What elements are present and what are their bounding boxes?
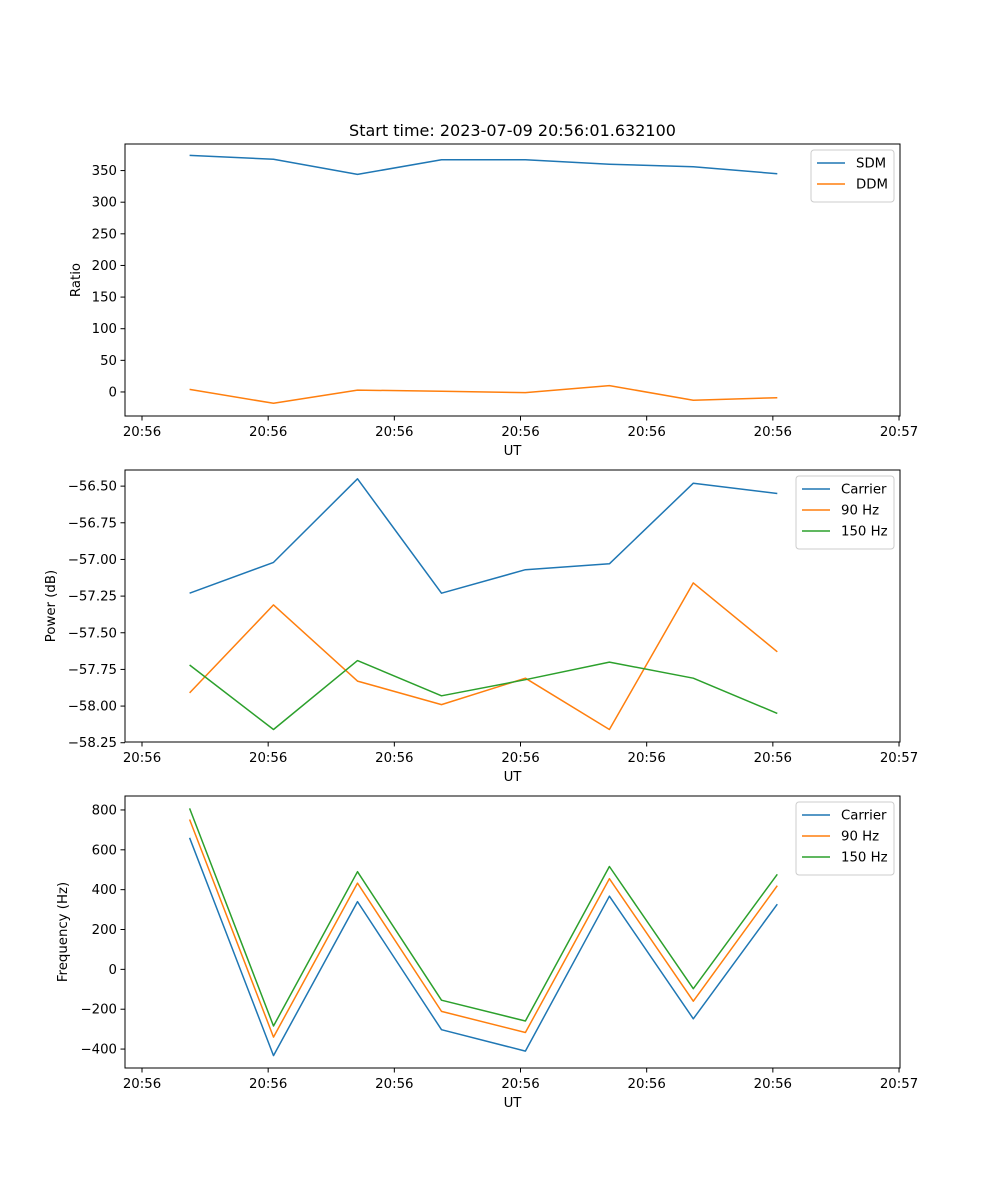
y-tick-label: 100: [92, 322, 117, 337]
y-tick-label: 400: [92, 883, 117, 898]
y-tick-label: 800: [92, 803, 117, 818]
x-tick-label: 20:57: [880, 751, 918, 766]
x-tick-label: 20:56: [123, 751, 161, 766]
y-tick-label: −200: [80, 1003, 117, 1018]
y-axis-label: Power (dB): [44, 570, 59, 642]
x-tick-label: 20:56: [375, 1077, 413, 1092]
legend-label: 150 Hz: [841, 851, 888, 866]
series-line-carrier: [189, 478, 778, 594]
x-tick-label: 20:56: [501, 1077, 539, 1092]
x-axis-label: UT: [504, 444, 523, 459]
axes-frame: [124, 143, 901, 417]
legend: SDM DDM: [810, 149, 895, 203]
x-tick-label: 20:56: [754, 751, 792, 766]
y-tick-label: 0: [109, 385, 117, 400]
x-tick-label: 20:56: [501, 425, 539, 440]
legend-label: 90 Hz: [841, 830, 879, 845]
legend: Carrier 90 Hz 150 Hz: [795, 801, 895, 876]
axes-frame: [124, 795, 901, 1069]
x-tick-label: 20:56: [754, 1077, 792, 1092]
legend: Carrier 90 Hz 150 Hz: [795, 475, 895, 550]
y-tick-label: −56.50: [68, 480, 117, 495]
y-tick-label: −57.25: [68, 590, 117, 605]
y-tick-label: −400: [80, 1043, 117, 1058]
series-line-ddm: [189, 384, 778, 405]
series-line-90-hz: [189, 582, 778, 731]
x-axis-label: UT: [504, 770, 523, 785]
legend-label: 150 Hz: [841, 525, 888, 540]
x-tick-label: 20:57: [880, 1077, 918, 1092]
legend-label: Carrier: [841, 483, 887, 498]
y-axis-label: Ratio: [69, 263, 84, 297]
series-line-sdm: [189, 154, 778, 176]
legend-label: SDM: [856, 157, 886, 172]
y-tick-label: 200: [92, 259, 117, 274]
x-tick-label: 20:57: [880, 425, 918, 440]
y-tick-label: 350: [92, 164, 117, 179]
chart-title: Start time: 2023-07-09 20:56:01.632100: [349, 121, 676, 140]
y-tick-label: −58.00: [68, 700, 117, 715]
y-tick-label: 0: [109, 963, 117, 978]
x-axis-label: UT: [504, 1096, 523, 1111]
y-tick-label: −57.75: [68, 663, 117, 678]
series-line-90-hz: [188, 819, 778, 1038]
x-tick-label: 20:56: [628, 425, 666, 440]
panel-frequency: −400 −200 0 200 400 600 800 20:56 20:56 20:56 20:5…: [56, 795, 918, 1111]
y-tick-label: −57.50: [68, 626, 117, 641]
panel-ratio: 0 50 100 150 200 250 300 350 20:56 20:56 20:56 20:5…: [69, 143, 918, 459]
x-tick-label: 20:56: [123, 1077, 161, 1092]
x-tick-label: 20:56: [249, 425, 287, 440]
y-tick-label: 250: [92, 227, 117, 242]
x-tick-label: 20:56: [375, 425, 413, 440]
x-tick-label: 20:56: [249, 751, 287, 766]
panel-power: −58.25 −58.00 −57.75 −57.50 −57.25 −57.00 −56.…: [44, 469, 918, 785]
x-tick-label: 20:56: [123, 425, 161, 440]
x-tick-label: 20:56: [375, 751, 413, 766]
axes-frame: [124, 469, 901, 743]
y-tick-label: 600: [92, 843, 117, 858]
legend-label: Carrier: [841, 809, 887, 824]
series-line-carrier: [188, 837, 778, 1057]
y-axis-label: Frequency (Hz): [56, 882, 71, 982]
x-tick-label: 20:56: [628, 1077, 666, 1092]
y-tick-label: −56.75: [68, 516, 117, 531]
x-tick-label: 20:56: [628, 751, 666, 766]
y-tick-label: 150: [92, 291, 117, 306]
series-line-150-hz: [188, 808, 778, 1027]
y-tick-label: −57.00: [68, 553, 117, 568]
x-tick-label: 20:56: [754, 425, 792, 440]
legend-label: DDM: [856, 178, 888, 193]
y-tick-label: 300: [92, 196, 117, 211]
y-tick-label: 50: [100, 354, 117, 369]
x-tick-label: 20:56: [501, 751, 539, 766]
y-tick-label: 200: [92, 923, 117, 938]
y-tick-label: −58.25: [68, 736, 117, 751]
x-tick-label: 20:56: [249, 1077, 287, 1092]
legend-label: 90 Hz: [841, 504, 879, 519]
series-line-150-hz: [189, 659, 778, 731]
